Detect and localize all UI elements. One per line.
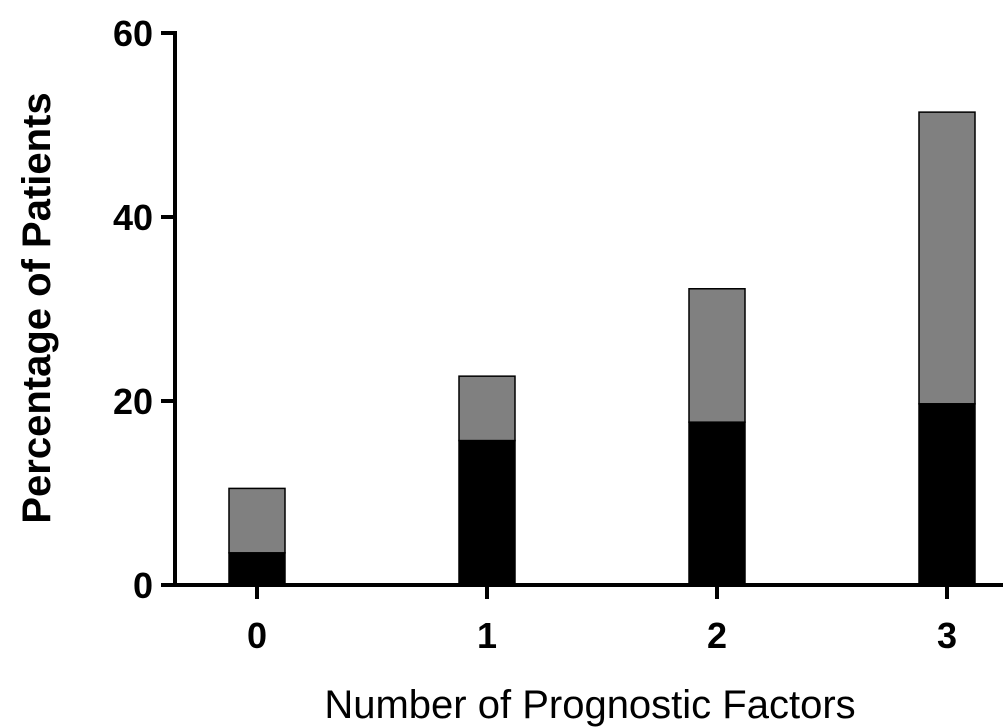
x-tick-label: 3	[937, 615, 957, 656]
y-tick-label: 60	[113, 13, 153, 54]
bars-group	[228, 111, 976, 586]
bar-segment-2-series-0	[688, 421, 746, 586]
x-axis-title: Number of Prognostic Factors	[324, 683, 855, 727]
bar-segment-2-series-1	[688, 288, 746, 423]
bar-segment-1-series-0	[458, 439, 516, 586]
y-tick-label: 40	[113, 197, 153, 238]
bar-segment-1-series-1	[458, 375, 516, 442]
x-tick-label: 0	[247, 615, 267, 656]
y-axis-title: Percentage of Patients	[15, 92, 59, 523]
axes-group	[173, 31, 1003, 587]
bar-segment-3-series-1	[918, 111, 976, 405]
bar-segment-0-series-1	[228, 487, 286, 554]
x-tick-label: 2	[707, 615, 727, 656]
x-tick-label: 1	[477, 615, 497, 656]
y-tick-label: 20	[113, 381, 153, 422]
y-tick-label: 0	[133, 565, 153, 606]
bar-segment-0-series-0	[228, 552, 286, 586]
bar-segment-3-series-0	[918, 403, 976, 586]
y-ticks-group: 0 20 40 60	[113, 13, 175, 606]
x-ticks-group: 0 1 2 3	[247, 585, 957, 656]
